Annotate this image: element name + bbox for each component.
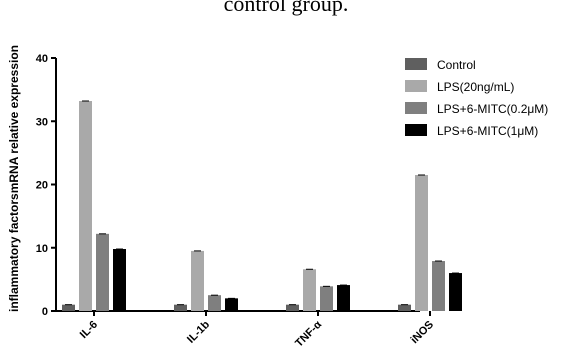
chart-legend: Control LPS(20ng/mL) LPS+6-MITC(0.2μM) LPS+… bbox=[405, 58, 548, 138]
bar-4 bbox=[225, 298, 238, 311]
chart-axes: 0 10 20 30 40 inflammatory factorsmRNA relati… bbox=[7, 45, 436, 350]
x-tick-label: TNF-α bbox=[293, 318, 324, 349]
bar-3 bbox=[320, 286, 333, 311]
bar-2 bbox=[79, 101, 92, 311]
y-tick-label: 20 bbox=[36, 180, 48, 192]
x-tick-label: iNOS bbox=[409, 319, 437, 347]
bar-1 bbox=[286, 304, 299, 311]
y-tick-label: 30 bbox=[36, 116, 48, 128]
legend-label-4: LPS+6-MITC(1μM) bbox=[437, 124, 538, 138]
y-axis-label: inflammatory factorsmRNA relative expres… bbox=[7, 45, 21, 312]
bar-1 bbox=[62, 304, 75, 311]
legend-swatch-4 bbox=[405, 124, 427, 136]
y-tick-label: 10 bbox=[36, 243, 48, 255]
bar-1 bbox=[174, 304, 187, 311]
y-tick-label: 40 bbox=[36, 53, 48, 65]
bar-4 bbox=[113, 249, 126, 311]
bar-3 bbox=[208, 295, 221, 311]
legend-swatch-3 bbox=[405, 102, 427, 114]
bar-4 bbox=[337, 285, 350, 311]
chart-bars bbox=[62, 100, 462, 311]
x-tick-label: IL-6 bbox=[78, 319, 100, 341]
bar-3 bbox=[432, 261, 445, 311]
bar-1 bbox=[398, 304, 411, 311]
x-tick-label: IL-1b bbox=[185, 318, 212, 345]
bar-4 bbox=[449, 273, 462, 311]
legend-label-3: LPS+6-MITC(0.2μM) bbox=[437, 102, 548, 116]
bar-3 bbox=[96, 233, 109, 311]
legend-label-1: Control bbox=[437, 58, 476, 72]
bar-2 bbox=[303, 269, 316, 311]
legend-swatch-1 bbox=[405, 58, 427, 70]
bar-2 bbox=[191, 250, 204, 311]
bar-2 bbox=[415, 175, 428, 311]
figure-caption: control group. bbox=[223, 0, 349, 16]
y-tick-label: 0 bbox=[42, 306, 48, 318]
legend-swatch-2 bbox=[405, 80, 427, 92]
legend-label-2: LPS(20ng/mL) bbox=[437, 80, 514, 94]
